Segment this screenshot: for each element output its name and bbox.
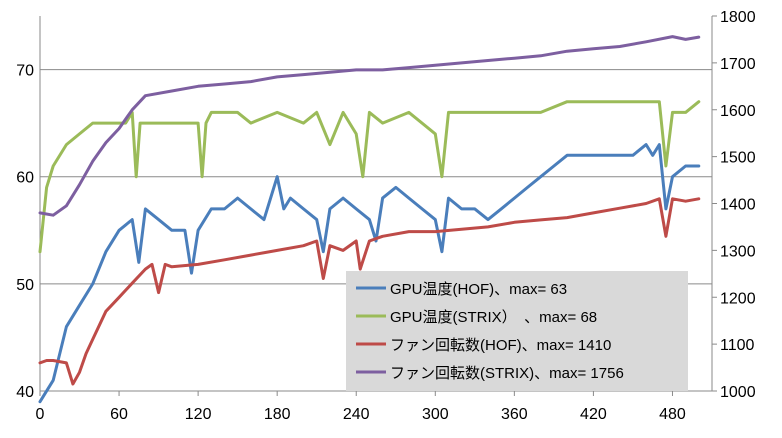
x-tick-label: 300 (422, 406, 449, 423)
series-lines (38, 35, 701, 404)
legend: GPU温度(HOF)、max= 63 GPU温度(STRIX） 、max= 68 フ… (346, 271, 688, 391)
x-tick-label: 0 (36, 406, 45, 423)
y-left-tick-label: 50 (16, 277, 34, 294)
y-right-tick-label: 1400 (720, 197, 756, 214)
x-tick-label: 360 (501, 406, 528, 423)
series-line-3 (38, 197, 701, 386)
legend-label-1: GPU温度(HOF)、max= 63 (390, 281, 567, 298)
y-right-tick-label: 1100 (720, 337, 755, 354)
y-left-tick-label: 40 (16, 384, 34, 401)
x-tick-label: 420 (580, 406, 607, 423)
legend-label-2: GPU温度(STRIX） 、max= 68 (390, 309, 597, 326)
y-right-tick-label: 1500 (720, 150, 756, 167)
x-tick-label: 120 (185, 406, 212, 423)
x-tick-label: 240 (343, 406, 370, 423)
y-right-tick-label: 1000 (720, 384, 756, 401)
y-right-tick-label: 1700 (720, 56, 756, 73)
axes: 4050607010001100120013001400150016001700… (16, 9, 755, 423)
legend-label-3: ファン回転数(HOF)、max= 1410 (390, 337, 611, 354)
y-left-tick-label: 70 (16, 63, 34, 80)
y-right-tick-label: 1200 (720, 290, 756, 307)
y-right-tick-label: 1800 (720, 9, 756, 26)
x-tick-label: 60 (110, 406, 128, 423)
series-line-4 (38, 35, 701, 217)
y-right-tick-label: 1300 (720, 243, 756, 260)
x-tick-label: 480 (659, 406, 686, 423)
y-left-tick-label: 60 (16, 170, 34, 187)
y-right-tick-label: 1600 (720, 103, 756, 120)
x-tick-label: 180 (264, 406, 291, 423)
legend-label-4: ファン回転数(STRIX)、max= 1756 (390, 365, 624, 382)
legend-box (346, 271, 688, 391)
series-line-1 (38, 143, 701, 404)
